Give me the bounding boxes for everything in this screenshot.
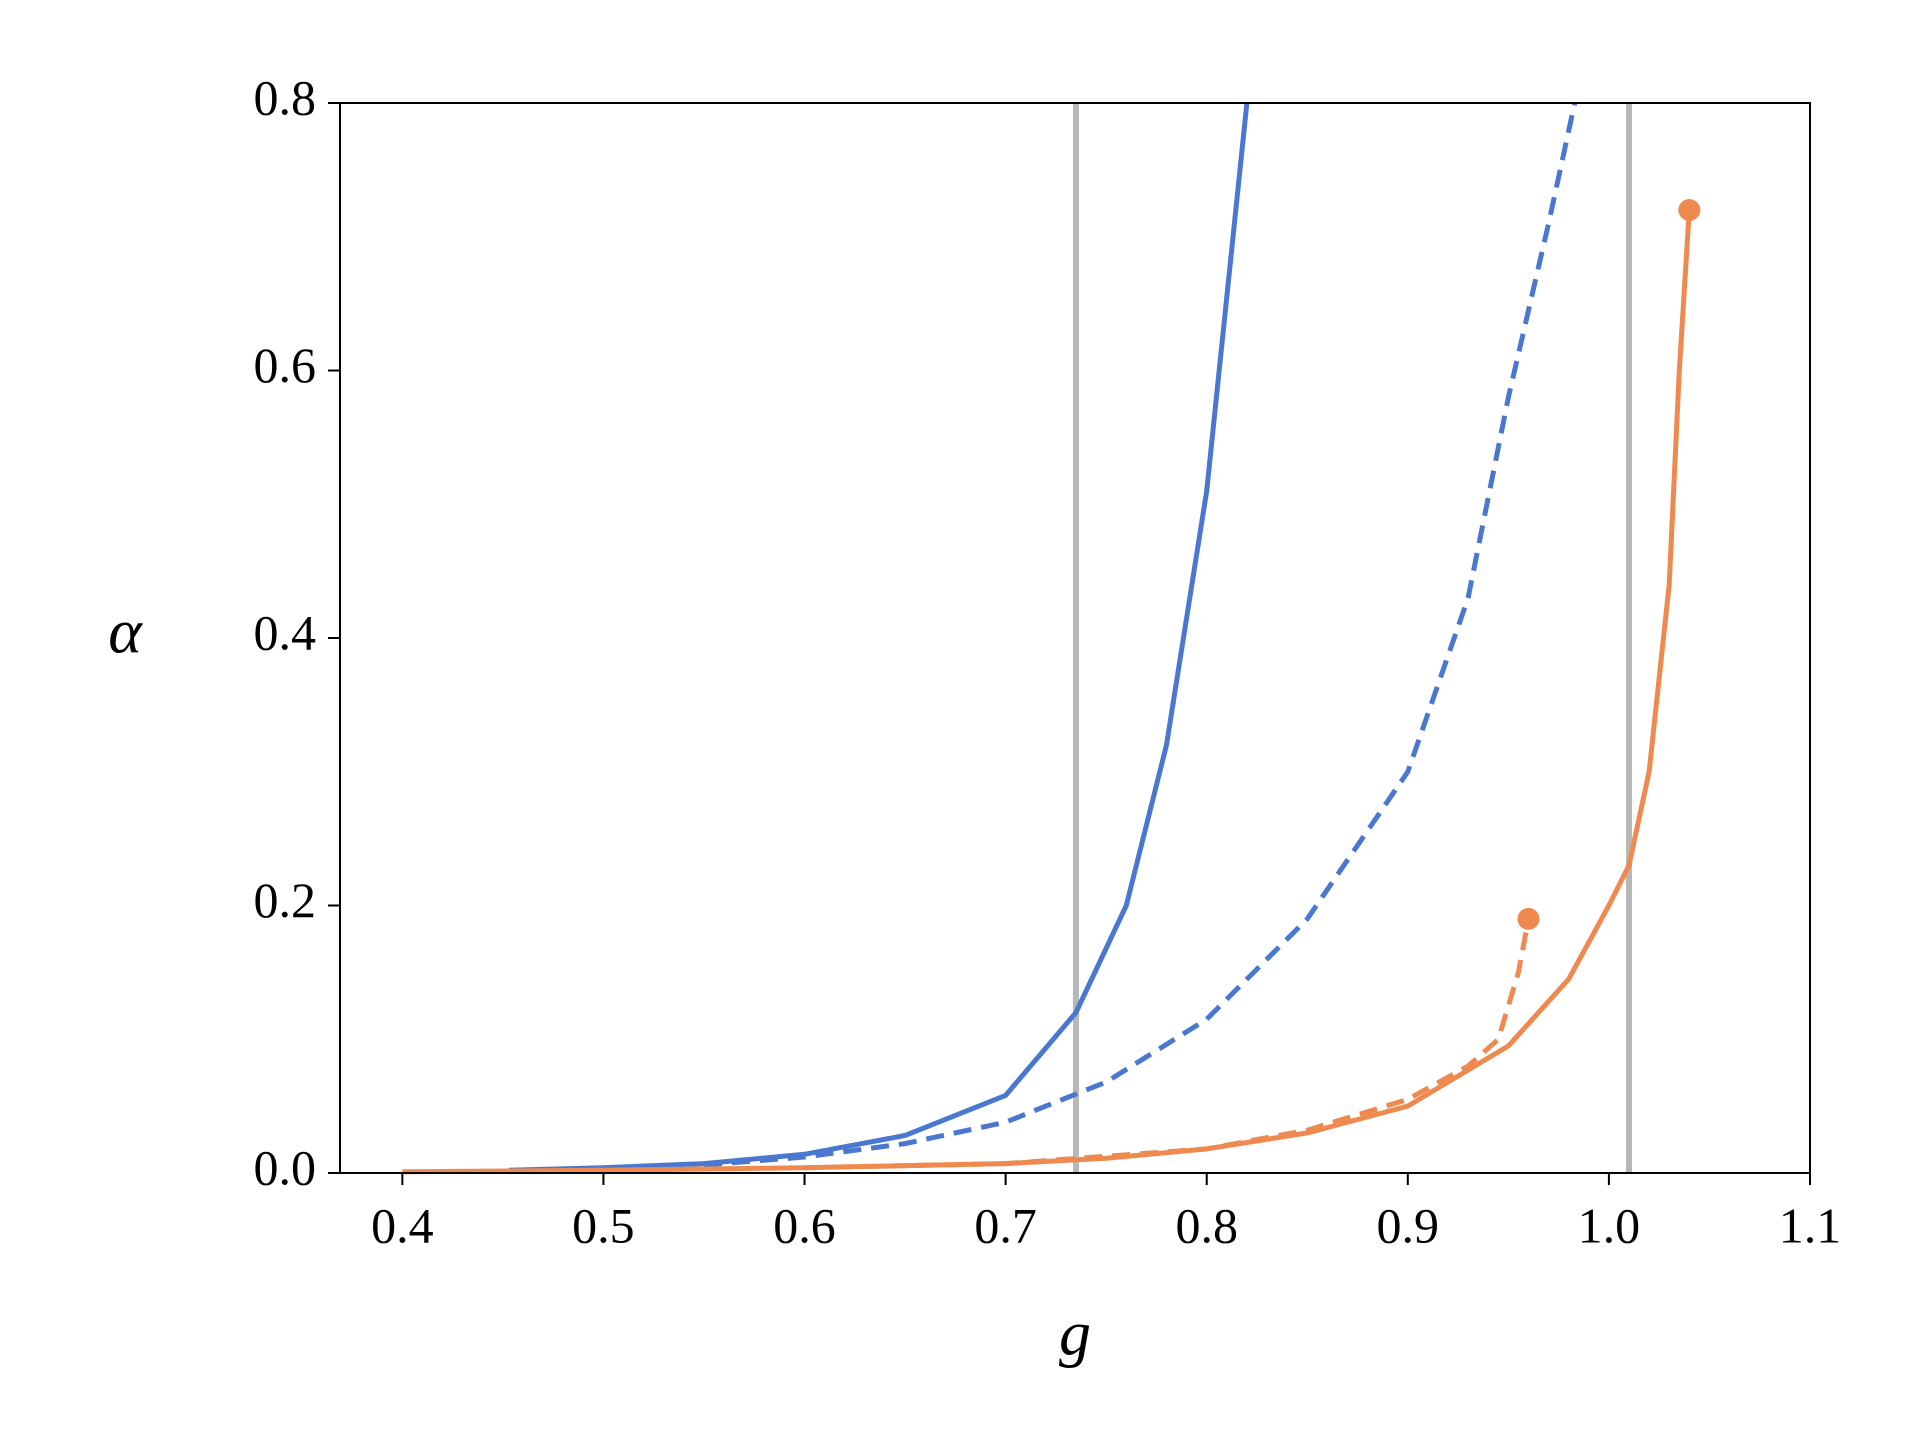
line	[402, 209, 1692, 1175]
y-tick-label: 0.4	[254, 604, 317, 660]
x-tick-label: 0.9	[1377, 1197, 1440, 1253]
y-axis-title: α	[108, 596, 143, 667]
x-tick-label: 1.1	[1779, 1197, 1842, 1253]
x-tick-label: 1.0	[1578, 1197, 1641, 1253]
x-tick-label: 0.5	[572, 1197, 635, 1253]
y-tick-label: 0.8	[254, 69, 317, 125]
end-marker	[1517, 907, 1540, 930]
x-tick-label: 0.8	[1175, 1197, 1238, 1253]
x-tick-label: 0.7	[974, 1197, 1037, 1253]
x-tick-label: 0.6	[773, 1197, 836, 1253]
x-tick-label: 0.4	[371, 1197, 434, 1253]
line	[703, 102, 1578, 1168]
y-tick-label: 0.0	[254, 1139, 317, 1195]
end-marker	[1678, 199, 1701, 221]
x-axis-title: g	[1059, 1298, 1091, 1369]
y-tick-label: 0.6	[254, 337, 317, 393]
line	[804, 918, 1531, 1171]
y-tick-label: 0.2	[254, 872, 317, 928]
line	[508, 102, 1250, 1173]
